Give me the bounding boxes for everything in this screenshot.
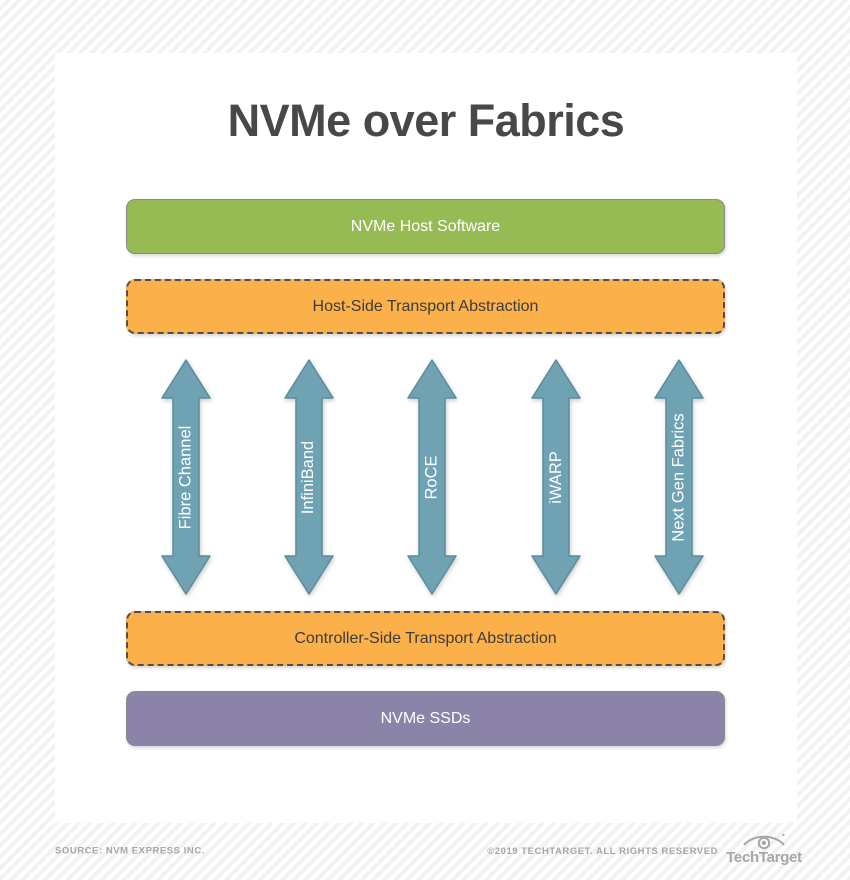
double-arrow-icon	[531, 359, 581, 595]
techtarget-wordmark: TechTarget	[726, 849, 802, 866]
fabric-arrow-fibre-channel: Fibre Channel	[160, 358, 212, 596]
diagram-card: NVMe over Fabrics NVMe Host Software Hos…	[55, 53, 797, 823]
layer-host-side-transport-abstraction: Host-Side Transport Abstraction	[126, 279, 725, 334]
fabric-arrow-next-gen-fabrics: Next Gen Fabrics	[653, 358, 705, 596]
fabric-arrow-infiniband: InfiniBand	[283, 358, 335, 596]
source-credit: SOURCE: NVM EXPRESS INC.	[55, 845, 205, 857]
layer-label: Host-Side Transport Abstraction	[312, 297, 539, 315]
layer-label: NVMe Host Software	[350, 217, 501, 235]
layer-nvme-ssds: NVMe SSDs	[126, 691, 725, 746]
fabric-arrow-roce: RoCE	[406, 358, 458, 596]
footer-right-group: ©2019 TECHTARGET. ALL RIGHTS RESERVED Te…	[487, 832, 802, 870]
techtarget-logo: TechTarget	[726, 832, 802, 870]
layer-label: Controller-Side Transport Abstraction	[294, 629, 557, 647]
fabric-arrow-iwarp: iWARP	[530, 358, 582, 596]
layer-controller-side-transport-abstraction: Controller-Side Transport Abstraction	[126, 611, 725, 666]
double-arrow-icon	[284, 359, 334, 595]
double-arrow-icon	[407, 359, 457, 595]
copyright-text: ©2019 TECHTARGET. ALL RIGHTS RESERVED	[487, 845, 718, 857]
double-arrow-icon	[161, 359, 211, 595]
layer-nvme-host-software: NVMe Host Software	[126, 199, 725, 254]
page-title: NVMe over Fabrics	[227, 95, 625, 146]
eye-icon	[743, 833, 785, 850]
fabric-arrows-row: Fibre Channel InfiniBand RoCE iW	[126, 358, 725, 598]
double-arrow-icon	[654, 359, 704, 595]
layer-label: NVMe SSDs	[380, 709, 471, 727]
